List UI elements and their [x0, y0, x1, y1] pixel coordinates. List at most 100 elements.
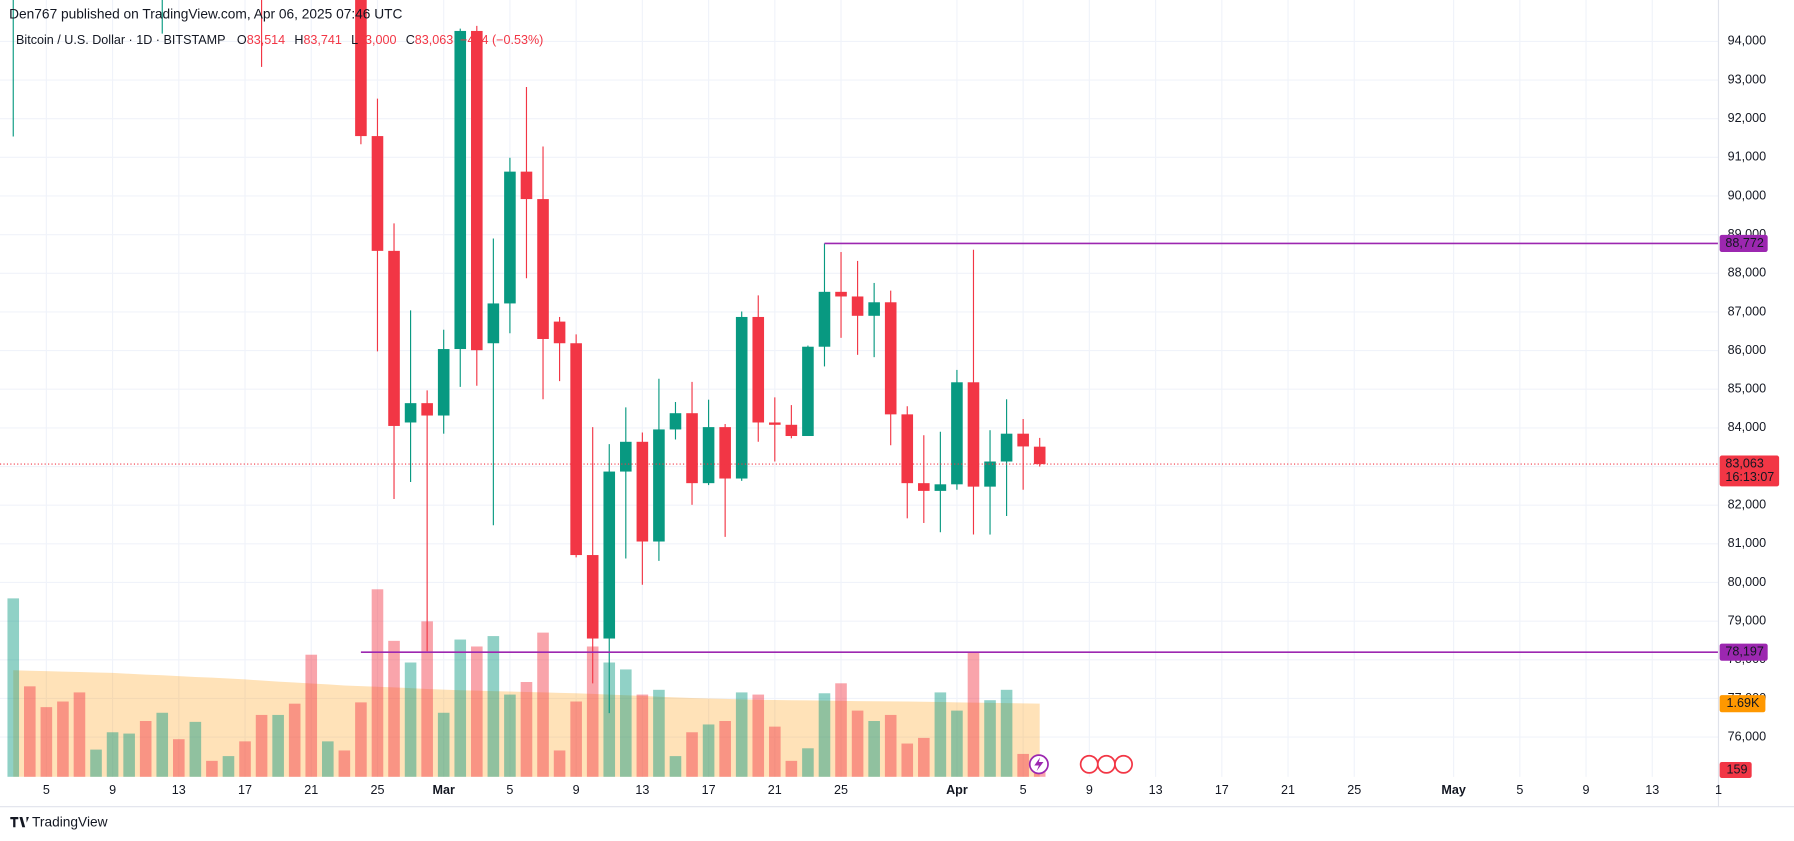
volume-bar [785, 760, 798, 777]
volume-bar [139, 721, 152, 777]
x-tick-label: 5 [1020, 783, 1027, 797]
volume-bar [272, 714, 284, 777]
volume-bar [40, 707, 53, 777]
candle-body [835, 291, 847, 297]
candle-body [901, 414, 914, 484]
grid [0, 0, 1720, 777]
candle-body [702, 427, 715, 484]
volume-bar [24, 686, 36, 777]
volume-bar [984, 700, 996, 777]
x-tick-label: Mar [433, 783, 455, 797]
level-label: 78,197 [1725, 645, 1763, 659]
volume-bar [471, 646, 483, 777]
candle-body [454, 30, 467, 350]
candle-body [471, 30, 483, 351]
x-tick-label: 5 [1516, 783, 1523, 797]
candle-body [1000, 433, 1013, 462]
volume-bar [288, 703, 301, 777]
change: −444 (−0.53%) [460, 34, 543, 48]
event-icons [1028, 754, 1133, 775]
ohlc-value: 83,000 [358, 34, 396, 48]
candle-body [735, 316, 748, 479]
y-tick-label: 87,000 [1728, 304, 1766, 318]
candle-body [918, 483, 930, 491]
ohlc-value: 83,514 [247, 34, 285, 48]
candle-body [537, 199, 549, 339]
candle-body [686, 413, 698, 484]
volume-bar [1000, 689, 1013, 777]
y-tick-label: 85,000 [1728, 382, 1766, 396]
ohlc-key: O [237, 34, 247, 48]
x-tick-label: 9 [1086, 783, 1093, 797]
candle-body [404, 403, 417, 423]
volume-bar [537, 632, 549, 777]
icon [1114, 754, 1133, 774]
volume-bar [603, 662, 616, 777]
candle-body [719, 427, 731, 479]
x-tick-label: 21 [304, 783, 318, 797]
candle-body [620, 441, 632, 472]
volume-bar [421, 621, 433, 777]
volume-bar [835, 683, 847, 777]
volume-bar [437, 712, 450, 777]
y-tick-label: 91,000 [1728, 150, 1766, 164]
ohlc-value: 83,063 [415, 34, 453, 48]
volume-bar [702, 724, 715, 777]
volume-bar [504, 694, 516, 777]
volume-bar [769, 726, 781, 777]
volume-bar [73, 692, 86, 777]
candle-body [868, 302, 880, 316]
volume-bar [487, 636, 500, 777]
candle-body [388, 250, 400, 426]
candle-body [851, 296, 864, 316]
volume-bar [371, 589, 384, 777]
volume-bar [967, 652, 980, 777]
x-tick-label: 13 [172, 783, 186, 797]
volume-label: 159 [1726, 762, 1747, 776]
y-tick-label: 94,000 [1728, 34, 1766, 48]
volume-bar [305, 654, 318, 777]
volume-bar [189, 721, 202, 777]
x-tick-label: 9 [109, 783, 116, 797]
y-tick-label: 76,000 [1728, 729, 1766, 743]
volume-bar [884, 714, 897, 777]
x-tick-label: 17 [702, 783, 716, 797]
icon [1096, 754, 1116, 774]
volume-bar [951, 710, 963, 777]
x-tick-label: 21 [1281, 783, 1295, 797]
volume-bar [355, 702, 367, 777]
x-tick-label: 9 [1583, 783, 1590, 797]
candle-body [603, 471, 616, 639]
y-tick-label: 86,000 [1728, 343, 1766, 357]
ohlc-key: H [294, 34, 303, 48]
volume-ma-label: 1.69K [1726, 696, 1759, 710]
candle-body [934, 484, 947, 491]
volume-bar [404, 662, 417, 777]
x-tick-label: 13 [635, 783, 649, 797]
candle-body [669, 413, 682, 430]
candle-body [951, 382, 963, 485]
volume-bar [106, 732, 119, 777]
volume-bar [586, 646, 599, 777]
volume-bar [123, 733, 135, 777]
candle-body [487, 303, 500, 344]
candle-body [371, 136, 384, 251]
publisher: Den767 published on TradingView.com, Apr… [9, 7, 402, 22]
y-tick-label: 88,000 [1728, 266, 1766, 280]
volume-ma-box [1719, 695, 1766, 713]
candle-body [967, 382, 980, 487]
candle-body [553, 321, 566, 344]
x-tick-label: 1 [1715, 783, 1722, 797]
volume-bar [868, 721, 880, 777]
volume-bar [7, 598, 20, 777]
volume-bar [620, 669, 632, 777]
volume-bar [735, 692, 748, 777]
last-price-box [1719, 455, 1780, 487]
candle-body [769, 422, 781, 425]
volume-bar [255, 714, 268, 777]
y-tick-label: 82,000 [1728, 498, 1766, 512]
x-tick-label: 5 [43, 783, 50, 797]
candle-body [653, 429, 665, 542]
